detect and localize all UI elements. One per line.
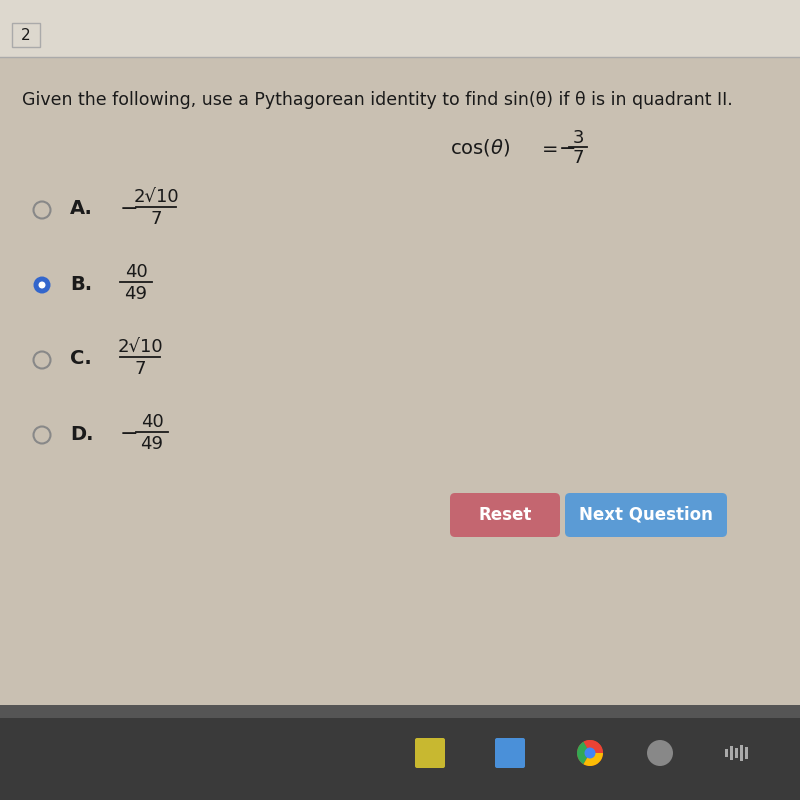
Bar	[0, 705, 800, 800]
Text: A.: A.	[70, 199, 93, 218]
Circle shape	[34, 277, 50, 294]
Text: B.: B.	[70, 274, 92, 294]
FancyBboxPatch shape	[12, 23, 40, 47]
Text: C.: C.	[70, 350, 92, 369]
Text: 49: 49	[125, 285, 147, 303]
Circle shape	[647, 740, 673, 766]
Text: $\cos(\theta)$: $\cos(\theta)$	[450, 137, 510, 158]
Circle shape	[34, 351, 50, 369]
Text: 40: 40	[125, 263, 147, 281]
Text: Given the following, use a Pythagorean identity to find sin(θ) if θ is in quadra: Given the following, use a Pythagorean i…	[22, 91, 733, 109]
Text: Next Question: Next Question	[579, 506, 713, 524]
Wedge shape	[583, 753, 603, 766]
Circle shape	[577, 740, 603, 766]
Text: Reset: Reset	[478, 506, 532, 524]
Text: 2√10: 2√10	[133, 188, 179, 206]
Text: 40: 40	[141, 413, 163, 431]
Circle shape	[585, 747, 595, 758]
Text: $-$: $-$	[558, 137, 575, 157]
FancyBboxPatch shape	[495, 738, 525, 768]
Text: 7: 7	[572, 149, 584, 167]
Bar	[0, 705, 800, 718]
Text: 7: 7	[150, 210, 162, 228]
FancyBboxPatch shape	[415, 738, 445, 768]
Text: 7: 7	[134, 360, 146, 378]
Text: 2: 2	[21, 27, 31, 42]
Bar	[0, 0, 800, 57]
Text: 49: 49	[141, 435, 163, 453]
Bar	[730, 746, 733, 760]
FancyBboxPatch shape	[565, 493, 727, 537]
Bar	[745, 747, 748, 759]
Wedge shape	[583, 740, 603, 753]
Circle shape	[38, 282, 46, 289]
Text: −: −	[120, 424, 138, 444]
Text: $=$: $=$	[538, 138, 558, 157]
Wedge shape	[577, 742, 590, 764]
Text: −: −	[120, 199, 138, 219]
Circle shape	[34, 202, 50, 218]
Text: 3: 3	[572, 129, 584, 147]
FancyBboxPatch shape	[450, 493, 560, 537]
Text: D.: D.	[70, 425, 94, 443]
Text: 2√10: 2√10	[117, 338, 163, 356]
Bar	[740, 745, 743, 761]
Bar	[725, 749, 728, 757]
Circle shape	[34, 426, 50, 443]
Bar	[735, 748, 738, 758]
